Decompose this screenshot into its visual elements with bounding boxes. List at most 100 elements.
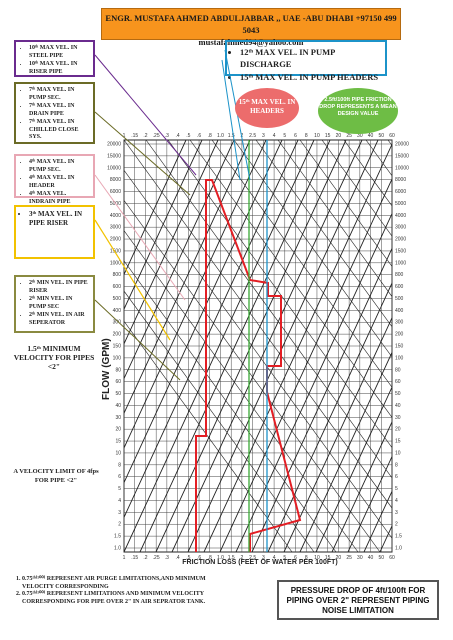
y-tick-labels-right: 20000 15000 10000 8000 6000 5000 4000 3000 2000 1… bbox=[395, 142, 409, 552]
y-tick-label: 2 bbox=[118, 522, 121, 528]
y-tick-label: 3 bbox=[395, 510, 398, 516]
velocity-line bbox=[321, 140, 392, 237]
header-banner: ENGR. MUSTAFA AHMED ABDULJABBAR ,, UAE -… bbox=[101, 8, 401, 47]
y-tick-label: 800 bbox=[395, 272, 404, 278]
y-tick-label: 40 bbox=[115, 403, 121, 409]
y-tick-label: 200 bbox=[113, 332, 122, 338]
x-tick-label: 60 bbox=[389, 133, 395, 139]
y-tick-label: 400 bbox=[113, 308, 122, 314]
x-tick-label: .25 bbox=[153, 555, 160, 561]
legend-item: 2ᵗʰ MIN VEL. IN PUMP SEC bbox=[29, 296, 90, 311]
pipe-size-line bbox=[124, 140, 235, 380]
x-tick-label: .4 bbox=[176, 133, 180, 139]
design-value-callout: 2.5ft/100ft PIPE FRICTION DROP REPRESENT… bbox=[318, 88, 398, 134]
x-tick-label: 8 bbox=[305, 133, 308, 139]
pipe-size-line bbox=[251, 247, 392, 552]
velocity-limit-callout: A VELOCITY LIMIT OF 4fps FOR PIPE <2" bbox=[13, 468, 99, 484]
y-tick-label: 15 bbox=[395, 439, 401, 445]
min-velocity-callout: 1.5ᵗʰ MINIMUM VELOCITY FOR PIPES <2" bbox=[13, 344, 95, 371]
x-tick-label: 6 bbox=[294, 555, 297, 561]
y-tick-labels-left: 2000015000100008000600050004000300020001… bbox=[107, 142, 121, 552]
y-axis-label: FLOW (GPM) bbox=[101, 338, 112, 400]
y-tick-label: 6000 bbox=[110, 189, 121, 195]
y-tick-label: 10 bbox=[395, 450, 401, 456]
y-tick-label: 15000 bbox=[395, 153, 409, 159]
pipe-size-line bbox=[124, 140, 299, 519]
x-tick-label: 1.5 bbox=[228, 133, 235, 139]
pipe-size-line bbox=[203, 143, 392, 552]
x-tick-label: 25 bbox=[346, 133, 352, 139]
legend-item: 7ᵗʰ MAX VEL. IN CHILLED CLOSE SYS. bbox=[29, 119, 90, 142]
legend-box-7fps: 7ᵗʰ MAX VEL. IN PUMP SEC. 7ᵗʰ MAX VEL. I… bbox=[14, 82, 95, 144]
y-tick-label: 150 bbox=[113, 344, 122, 350]
note-item: 0.75ᵗʰ⁽¹⁰⁰⁾ REPRESENT LIMITATIONS AND MI… bbox=[22, 591, 232, 606]
y-tick-label: 80 bbox=[115, 367, 121, 373]
pipe-size-line bbox=[283, 316, 392, 552]
pipe-size-line bbox=[444, 140, 453, 552]
legend-box-pump: 12ᵗʰ MAX VEL. IN PUMP DISCHARGE 15ᵗʰ MAX… bbox=[225, 40, 387, 82]
y-tick-label: 1000 bbox=[395, 260, 406, 266]
velocity-line bbox=[124, 230, 359, 552]
y-tick-label: 1.0 bbox=[395, 546, 402, 552]
legend-item: 15ᵗʰ MAX VEL. IN PUMP HEADERS bbox=[240, 71, 382, 83]
legend-item: 12ᵗʰ MAX VEL. IN PUMP DISCHARGE bbox=[240, 46, 382, 70]
x-tick-label: 15 bbox=[325, 133, 331, 139]
velocity-line bbox=[189, 140, 392, 418]
y-tick-label: 1.5 bbox=[114, 534, 121, 540]
y-tick-label: 500 bbox=[113, 296, 122, 302]
legend-item: 2ᵗʰ MIN VEL. IN AIR SEPERATOR bbox=[29, 312, 90, 327]
y-tick-label: 10000 bbox=[395, 165, 409, 171]
y-tick-label: 50 bbox=[115, 391, 121, 397]
y-tick-label: 1000 bbox=[110, 260, 121, 266]
callout-connectors bbox=[94, 49, 251, 381]
pipe-size-line bbox=[124, 140, 187, 276]
pipe-size-line bbox=[187, 140, 379, 552]
y-tick-label: 100 bbox=[395, 355, 404, 361]
y-tick-label: 5000 bbox=[395, 201, 406, 207]
velocity-line bbox=[255, 140, 392, 328]
pipe-size-line bbox=[267, 282, 392, 552]
legend-item: 3ᵗʰ MAX VEL. IN PIPE RISER bbox=[29, 210, 90, 228]
pipe-size-line bbox=[299, 351, 392, 552]
y-tick-label: 20000 bbox=[395, 142, 409, 148]
x-tick-label: .15 bbox=[131, 555, 138, 561]
pressure-drop-note: PRESSURE DROP OF 4ft/100ft FOR PIPING OV… bbox=[277, 580, 439, 620]
x-tick-label: 1.0 bbox=[217, 133, 224, 139]
y-tick-label: 60 bbox=[395, 379, 401, 385]
connector-olive bbox=[94, 111, 191, 196]
y-tick-label: 80 bbox=[395, 367, 401, 373]
legend-item: 7ᵗʰ MAX VEL. IN PUMP SEC. bbox=[29, 87, 90, 102]
y-tick-label: 60 bbox=[115, 379, 121, 385]
legend-box-3fps: 3ᵗʰ MAX VEL. IN PIPE RISER bbox=[14, 205, 95, 259]
y-tick-label: 6 bbox=[395, 474, 398, 480]
y-tick-label: 30 bbox=[115, 415, 121, 421]
x-tick-labels-bottom: 1 .15 .2 .25 .3 .4 .5 .6 .8 1.0 1.5 2 2.5 3 4 5 6 8 10 15 20… bbox=[123, 555, 395, 561]
legend-item: 10ᵗʰ MAX VEL. IN RISER PIPE bbox=[29, 61, 90, 76]
x-tick-label: 30 bbox=[357, 555, 363, 561]
x-tick-label: 15 bbox=[325, 555, 331, 561]
colored-overlay-lines bbox=[195, 140, 302, 552]
x-tick-label: 50 bbox=[378, 555, 384, 561]
y-tick-label: 8000 bbox=[110, 177, 121, 183]
pipe-size-line bbox=[412, 140, 453, 552]
y-tick-label: 400 bbox=[395, 308, 404, 314]
x-tick-label: 20 bbox=[336, 555, 342, 561]
y-tick-label: 150 bbox=[395, 344, 404, 350]
x-tick-label: 3 bbox=[262, 133, 265, 139]
header-email: mustafahmed94@yahoo.com bbox=[198, 37, 304, 47]
velocity-line bbox=[277, 140, 392, 298]
x-tick-label: 4 bbox=[273, 133, 276, 139]
pipe-size-line bbox=[219, 177, 392, 552]
y-tick-label: 100 bbox=[113, 355, 122, 361]
x-tick-label: .2 bbox=[143, 555, 147, 561]
x-tick-label: 1.0 bbox=[217, 555, 224, 561]
y-tick-label: 5 bbox=[395, 486, 398, 492]
y-tick-label: 3 bbox=[118, 510, 121, 516]
x-tick-label: 50 bbox=[378, 133, 384, 139]
x-tick-label: 40 bbox=[368, 555, 374, 561]
headers-callout: 15ᵗʰ MAX VEL. IN HEADERS bbox=[235, 88, 299, 128]
y-tick-label: 500 bbox=[395, 296, 404, 302]
y-tick-label: 200 bbox=[395, 332, 404, 338]
velocity-line bbox=[124, 140, 392, 509]
